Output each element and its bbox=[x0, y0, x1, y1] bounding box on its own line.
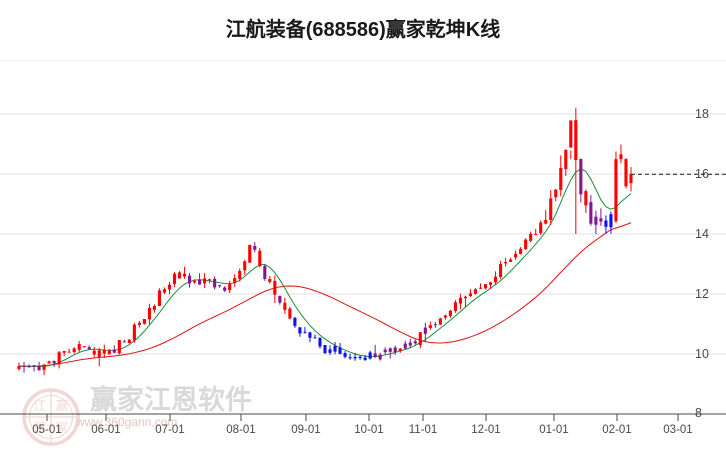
svg-text:赢: 赢 bbox=[56, 398, 69, 413]
svg-text:14: 14 bbox=[695, 227, 709, 241]
svg-text:01-01: 01-01 bbox=[539, 424, 568, 436]
svg-text:12: 12 bbox=[695, 287, 709, 301]
svg-text:07-01: 07-01 bbox=[155, 424, 184, 436]
svg-text:06-01: 06-01 bbox=[91, 424, 120, 436]
svg-text:赢家江恩软件: 赢家江恩软件 bbox=[90, 384, 252, 415]
svg-text:08-01: 08-01 bbox=[226, 424, 255, 436]
svg-text:8: 8 bbox=[695, 406, 702, 420]
svg-text:05-01: 05-01 bbox=[32, 424, 61, 436]
svg-text:11-01: 11-01 bbox=[409, 424, 438, 436]
svg-text:江: 江 bbox=[34, 399, 47, 413]
svg-text:18: 18 bbox=[695, 107, 709, 121]
svg-text:10: 10 bbox=[695, 347, 709, 361]
svg-text:10-01: 10-01 bbox=[354, 424, 383, 436]
svg-text:02-01: 02-01 bbox=[602, 424, 631, 436]
svg-text:12-01: 12-01 bbox=[471, 424, 500, 436]
svg-text:03-01: 03-01 bbox=[663, 424, 692, 436]
svg-text:09-01: 09-01 bbox=[291, 424, 320, 436]
